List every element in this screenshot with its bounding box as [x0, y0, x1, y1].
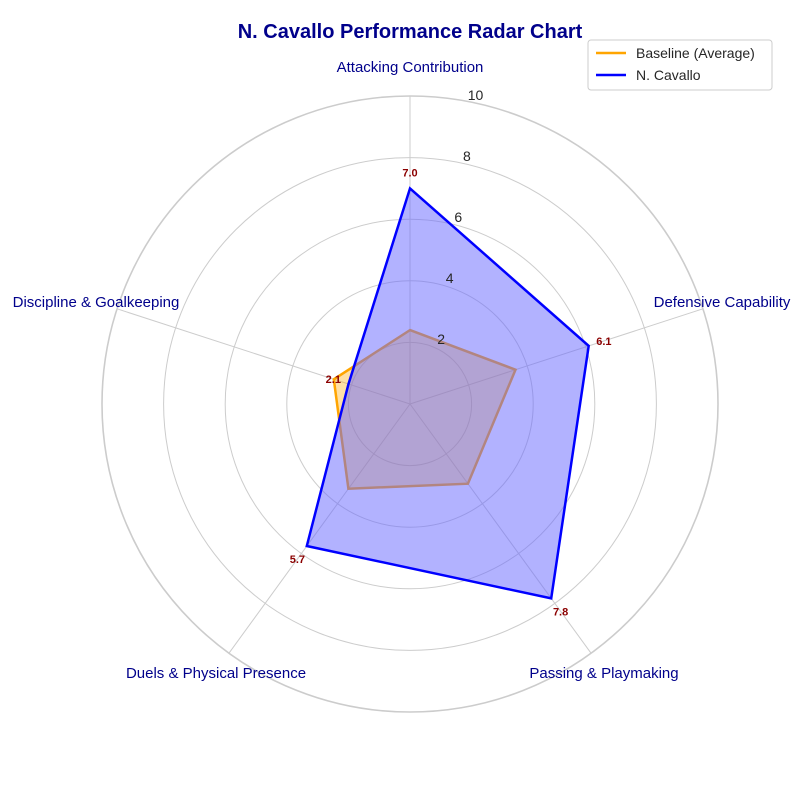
radial-tick-4: 4 — [446, 270, 454, 286]
radial-tick-2: 2 — [437, 331, 445, 347]
radial-tick-6: 6 — [454, 209, 462, 225]
point-n-cavallo-discipline-goalkeeping — [347, 383, 350, 385]
axis-label-passing-playmaking: Passing & Playmaking — [529, 665, 678, 682]
data-label-discipline-goalkeeping: 2.1 — [326, 374, 341, 386]
data-label-attacking-contribution: 7.0 — [402, 167, 417, 179]
legend-frame — [587, 39, 773, 91]
axis-label-attacking-contribution: Attacking Contribution — [337, 59, 484, 76]
axis-label-defensive-capability: Defensive Capability — [654, 294, 791, 311]
point-n-cavallo-defensive-capability — [587, 345, 590, 347]
labels-layer: 2 4 6 8 10 Attacking Contribution Defensive Ca… — [13, 59, 791, 682]
series-layer — [305, 186, 591, 600]
legend-label-cavallo: N. Cavallo — [636, 67, 701, 83]
legend: Baseline (Average) N. Cavallo — [587, 39, 773, 91]
series-n-cavallo — [305, 186, 591, 600]
point-n-cavallo-duels-physical-presence — [306, 545, 308, 547]
point-n-cavallo-attacking-contribution — [409, 187, 411, 190]
legend-label-baseline: Baseline (Average) — [636, 45, 755, 61]
point-n-cavallo-passing-playmaking — [550, 597, 552, 600]
data-label-passing-playmaking: 7.8 — [553, 606, 568, 618]
point-baseline-average-discipline-goalkeeping — [333, 378, 335, 381]
axis-label-duels-physical-presence: Duels & Physical Presence — [126, 665, 306, 682]
radial-tick-10: 10 — [468, 87, 484, 103]
chart-title: N. Cavallo Performance Radar Chart — [238, 21, 583, 43]
radial-tick-8: 8 — [463, 148, 471, 164]
axis-label-discipline-goalkeeping: Discipline & Goalkeeping — [13, 294, 180, 311]
data-label-defensive-capability: 6.1 — [596, 336, 611, 348]
data-label-duels-physical-presence: 5.7 — [290, 554, 305, 566]
